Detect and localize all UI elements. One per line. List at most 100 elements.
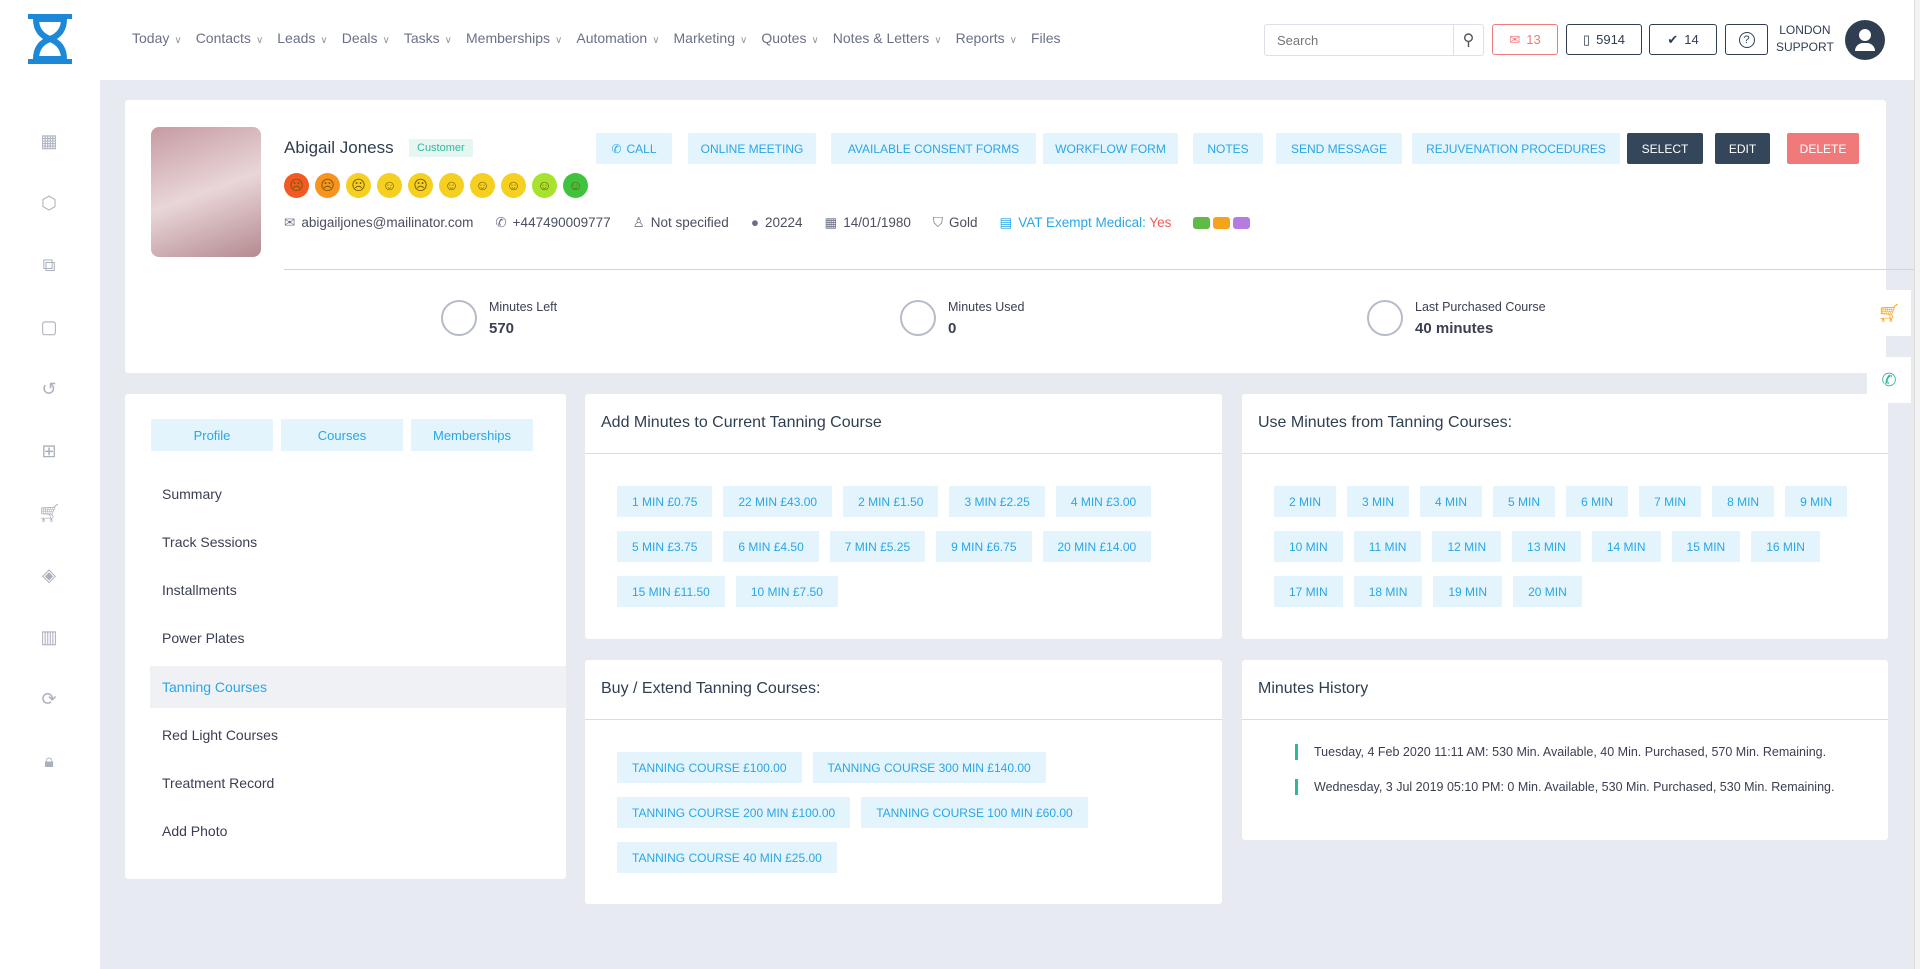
buy-course-option[interactable]: TANNING COURSE 40 MIN £25.00 <box>617 842 837 873</box>
add-minutes-option[interactable]: 15 MIN £11.50 <box>617 576 725 607</box>
add-minutes-option[interactable]: 3 MIN £2.25 <box>949 486 1045 517</box>
logo-icon[interactable] <box>24 12 76 66</box>
nav-leads[interactable]: Leads ∨ <box>277 30 327 46</box>
color-tag[interactable] <box>1193 217 1211 229</box>
tab-courses[interactable]: Courses <box>281 419 403 451</box>
add-minutes-option[interactable]: 10 MIN £7.50 <box>735 576 838 607</box>
report-icon[interactable]: ▥ <box>40 627 58 647</box>
user-name[interactable]: LONDON SUPPORT <box>1776 22 1834 56</box>
smiley-rating-9-icon[interactable]: ☺ <box>532 173 557 198</box>
workflow-form-button[interactable]: WORKFLOW FORM <box>1043 133 1178 164</box>
smiley-rating-2-icon[interactable]: ☹ <box>315 173 340 198</box>
online-meeting-button[interactable]: ONLINE MEETING <box>688 133 816 164</box>
smiley-rating-8-icon[interactable]: ☺ <box>501 173 526 198</box>
use-minutes-option[interactable]: 4 MIN <box>1420 486 1483 517</box>
nav-deals[interactable]: Deals ∨ <box>342 30 390 46</box>
use-minutes-option[interactable]: 16 MIN <box>1751 531 1820 562</box>
smiley-rating-1-icon[interactable]: ☹ <box>284 173 309 198</box>
nav-marketing[interactable]: Marketing ∨ <box>674 30 748 46</box>
buy-course-option[interactable]: TANNING COURSE £100.00 <box>617 752 802 783</box>
nav-quotes[interactable]: Quotes ∨ <box>761 30 818 46</box>
vat-field[interactable]: ▤ VAT Exempt Medical: Yes <box>1000 215 1172 231</box>
smiley-rating-4-icon[interactable]: ☺ <box>377 173 402 198</box>
buy-course-option[interactable]: TANNING COURSE 200 MIN £100.00 <box>617 797 851 828</box>
use-minutes-option[interactable]: 20 MIN <box>1513 576 1582 607</box>
use-minutes-option[interactable]: 10 MIN <box>1274 531 1343 562</box>
add-minutes-option[interactable]: 7 MIN £5.25 <box>829 531 926 562</box>
use-minutes-option[interactable]: 11 MIN <box>1353 531 1422 562</box>
tags-icon[interactable]: ◈ <box>42 565 56 585</box>
use-minutes-option[interactable]: 6 MIN <box>1566 486 1629 517</box>
use-minutes-option[interactable]: 8 MIN <box>1712 486 1775 517</box>
menu-red-light-courses[interactable]: Red Light Courses <box>162 727 278 743</box>
use-minutes-option[interactable]: 3 MIN <box>1347 486 1410 517</box>
cart-icon[interactable]: 🛒︎ <box>38 503 61 523</box>
use-minutes-option[interactable]: 9 MIN <box>1785 486 1848 517</box>
use-minutes-option[interactable]: 7 MIN <box>1639 486 1702 517</box>
add-minutes-option[interactable]: 1 MIN £0.75 <box>617 486 713 517</box>
use-minutes-option[interactable]: 2 MIN <box>1274 486 1337 517</box>
add-minutes-option[interactable]: 5 MIN £3.75 <box>617 531 713 562</box>
notes-button[interactable]: NOTES <box>1193 133 1263 164</box>
use-minutes-option[interactable]: 15 MIN <box>1671 531 1741 562</box>
buy-course-option[interactable]: TANNING COURSE 100 MIN £60.00 <box>861 797 1088 828</box>
tab-memberships[interactable]: Memberships <box>411 419 533 451</box>
color-tag[interactable] <box>1233 217 1251 229</box>
menu-add-photo[interactable]: Add Photo <box>162 823 228 839</box>
delete-button[interactable]: DELETE <box>1787 133 1859 164</box>
smiley-rating-10-icon[interactable]: ☺ <box>563 173 588 198</box>
nav-automation[interactable]: Automation ∨ <box>576 30 659 46</box>
edit-button[interactable]: EDIT <box>1715 133 1770 164</box>
search-icon[interactable]: ⚲ <box>1453 25 1483 55</box>
search-input[interactable] <box>1265 26 1453 54</box>
use-minutes-option[interactable]: 18 MIN <box>1353 576 1423 607</box>
add-minutes-option[interactable]: 22 MIN £43.00 <box>723 486 833 517</box>
lock-icon[interactable]: 🔒︎ <box>44 751 54 771</box>
menu-power-plates[interactable]: Power Plates <box>162 630 245 646</box>
phone-button[interactable]: ▯ 5914 <box>1566 24 1642 55</box>
nav-reports[interactable]: Reports ∨ <box>956 30 1017 46</box>
consent-forms-button[interactable]: AVAILABLE CONSENT FORMS <box>831 133 1036 164</box>
scrollbar[interactable] <box>1914 0 1920 969</box>
copy-icon[interactable]: ⧉ <box>42 255 56 275</box>
mail-button[interactable]: ✉ 13 <box>1492 24 1558 55</box>
nav-memberships[interactable]: Memberships ∨ <box>466 30 562 46</box>
buy-course-option[interactable]: TANNING COURSE 300 MIN £140.00 <box>812 752 1046 783</box>
gift-box-icon[interactable]: ▢ <box>40 317 58 337</box>
nav-tasks[interactable]: Tasks ∨ <box>404 30 452 46</box>
tasks-button[interactable]: ✔ 14 <box>1649 24 1717 55</box>
menu-treatment-record[interactable]: Treatment Record <box>162 775 275 791</box>
user-avatar-icon[interactable] <box>1845 20 1885 60</box>
gift-icon[interactable]: ⊞ <box>41 441 57 461</box>
call-button[interactable]: ✆ CALL <box>596 133 672 164</box>
nav-today[interactable]: Today ∨ <box>132 30 182 46</box>
menu-installments[interactable]: Installments <box>162 582 237 598</box>
cart-float-button[interactable]: 🛒︎ <box>1867 290 1911 336</box>
calendar-icon[interactable]: ▦ <box>40 131 58 151</box>
smiley-rating-3-icon[interactable]: ☹ <box>346 173 371 198</box>
color-tag[interactable] <box>1213 217 1231 229</box>
box-icon[interactable]: ⬡ <box>41 193 57 213</box>
use-minutes-option[interactable]: 12 MIN <box>1432 531 1502 562</box>
nav-contacts[interactable]: Contacts ∨ <box>196 30 264 46</box>
tab-profile[interactable]: Profile <box>151 419 273 451</box>
nav-notes-letters[interactable]: Notes & Letters ∨ <box>833 30 942 46</box>
send-message-button[interactable]: SEND MESSAGE <box>1276 133 1402 164</box>
smiley-rating-5-icon[interactable]: ☹ <box>408 173 433 198</box>
use-minutes-option[interactable]: 13 MIN <box>1512 531 1581 562</box>
whatsapp-float-button[interactable]: ✆ <box>1867 357 1911 403</box>
add-minutes-option[interactable]: 4 MIN £3.00 <box>1055 486 1152 517</box>
use-minutes-option[interactable]: 5 MIN <box>1493 486 1556 517</box>
select-button[interactable]: SELECT <box>1627 133 1703 164</box>
menu-track-sessions[interactable]: Track Sessions <box>162 534 258 550</box>
add-minutes-option[interactable]: 20 MIN £14.00 <box>1042 531 1152 562</box>
smiley-rating-7-icon[interactable]: ☺ <box>470 173 495 198</box>
nav-files[interactable]: Files <box>1031 30 1061 46</box>
history-icon[interactable]: ↺ <box>41 379 57 399</box>
smiley-rating-6-icon[interactable]: ☺ <box>439 173 464 198</box>
rejuvenation-procedures-button[interactable]: REJUVENATION PROCEDURES <box>1412 133 1620 164</box>
refresh-icon[interactable]: ⟳ <box>41 689 57 709</box>
help-button[interactable]: ? <box>1725 24 1768 55</box>
menu-tanning-courses[interactable]: Tanning Courses <box>150 666 566 708</box>
email-field[interactable]: ✉ abigailjones@mailinator.com <box>284 215 473 231</box>
